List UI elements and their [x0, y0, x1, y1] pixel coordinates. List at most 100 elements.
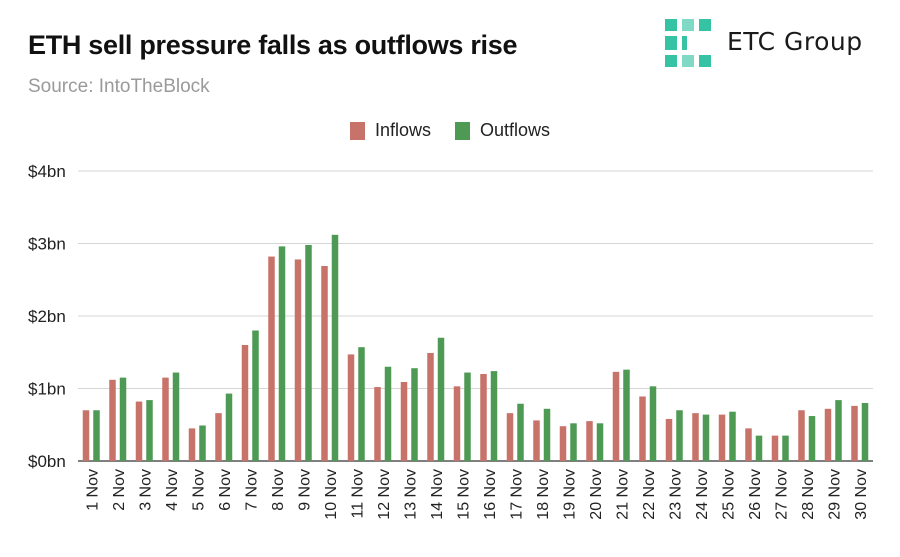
bar-outflows	[278, 246, 286, 461]
bar-inflows	[135, 401, 143, 461]
bar-outflows	[702, 414, 710, 461]
bar-inflows	[533, 420, 540, 461]
x-tick-label: 11 Nov	[349, 469, 366, 519]
x-tick-label: 7 Nov	[243, 469, 260, 511]
bar-outflows	[861, 403, 869, 461]
x-tick-label: 16 Nov	[482, 469, 499, 520]
x-tick-label: 1 Nov	[84, 469, 101, 511]
bar-inflows	[798, 410, 805, 461]
x-tick-label: 8 Nov	[270, 469, 287, 511]
x-tick-label: 3 Nov	[137, 469, 154, 511]
bar-inflows	[215, 413, 222, 461]
bar-inflows	[268, 256, 275, 461]
bar-inflows	[745, 428, 752, 461]
x-tick-label: 29 Nov	[826, 469, 843, 520]
x-tick-label: 18 Nov	[535, 469, 552, 520]
bar-outflows	[464, 372, 471, 461]
legend-label-inflows: Inflows	[374, 120, 431, 140]
legend-swatch-inflows	[349, 121, 365, 140]
bar-outflows	[808, 416, 816, 461]
x-tick-label: 28 Nov	[800, 469, 817, 520]
bar-inflows	[400, 381, 408, 461]
bar-outflows	[172, 372, 180, 461]
bar-outflows	[146, 400, 153, 461]
x-tick-label: 13 Nov	[402, 469, 419, 520]
bar-inflows	[692, 413, 699, 461]
y-tick-label: $3bn	[28, 235, 66, 254]
y-tick-label: $4bn	[28, 162, 66, 181]
bar-outflows	[384, 366, 392, 461]
x-tick-label: 23 Nov	[667, 469, 684, 520]
x-tick-label: 14 Nov	[429, 469, 446, 520]
bar-inflows	[639, 396, 646, 461]
bar-outflows	[331, 234, 339, 461]
etc-group-logo-icon	[665, 19, 711, 67]
legend-item-inflows: Inflows	[349, 120, 431, 141]
bar-outflows	[119, 377, 127, 461]
bar-inflows	[241, 345, 249, 461]
bar-inflows	[427, 352, 434, 461]
bar-outflows	[517, 403, 524, 461]
legend-swatch-outflows	[455, 121, 470, 140]
bar-outflows	[93, 410, 100, 461]
x-tick-label: 22 Nov	[641, 469, 658, 520]
bar-inflows	[374, 387, 381, 461]
chart-legend: Inflows Outflows	[0, 120, 900, 141]
bar-inflows	[294, 259, 302, 461]
x-tick-label: 12 Nov	[376, 469, 393, 520]
bar-inflows	[586, 421, 593, 461]
bar-outflows	[543, 408, 551, 461]
x-tick-label: 25 Nov	[720, 469, 737, 520]
bar-outflows	[782, 435, 789, 461]
bar-inflows	[612, 371, 620, 461]
bar-outflows	[437, 337, 445, 461]
bar-outflows	[570, 423, 577, 461]
x-tick-label: 17 Nov	[508, 469, 525, 520]
bar-inflows	[188, 428, 196, 461]
bar-outflows	[623, 369, 630, 461]
x-tick-label: 9 Nov	[296, 469, 313, 511]
chart-source: Source: IntoTheBlock	[28, 76, 210, 97]
x-tick-label: 5 Nov	[190, 469, 207, 511]
bar-outflows	[729, 411, 736, 461]
bar-inflows	[824, 408, 832, 461]
x-tick-label: 27 Nov	[773, 469, 790, 520]
y-tick-label: $1bn	[28, 380, 66, 399]
bar-outflows	[305, 244, 312, 461]
bar-inflows	[665, 418, 673, 461]
y-tick-label: $2bn	[28, 307, 66, 326]
bar-outflows	[199, 425, 206, 461]
bar-inflows	[82, 410, 90, 461]
etc-group-logo-text: ETC Group	[727, 27, 863, 56]
x-tick-label: 6 Nov	[217, 469, 234, 511]
x-tick-label: 15 Nov	[455, 469, 472, 520]
bar-outflows	[358, 347, 365, 461]
bar-inflows	[771, 435, 779, 461]
bar-outflows	[252, 330, 259, 461]
bar-outflows	[649, 386, 657, 461]
bar-outflows	[411, 368, 418, 461]
x-tick-label: 26 Nov	[747, 469, 764, 520]
bar-outflows	[835, 400, 842, 461]
y-tick-label: $0bn	[28, 452, 66, 471]
legend-label-outflows: Outflows	[480, 120, 551, 140]
etc-group-logo: ETC Group	[663, 17, 900, 69]
legend-item-outflows: Outflows	[455, 120, 550, 141]
bar-inflows	[506, 413, 514, 461]
bar-outflows	[596, 423, 604, 461]
x-tick-label: 30 Nov	[853, 469, 870, 520]
x-tick-label: 4 Nov	[164, 469, 181, 511]
x-tick-label: 2 Nov	[111, 469, 128, 511]
bar-outflows	[755, 435, 763, 461]
chart-title: ETH sell pressure falls as outflows rise	[28, 30, 518, 60]
x-tick-label: 10 Nov	[323, 469, 340, 520]
bar-inflows	[109, 379, 116, 461]
bar-inflows	[480, 374, 487, 461]
bar-inflows	[347, 354, 355, 461]
bar-inflows	[851, 405, 858, 461]
bar-inflows	[718, 414, 726, 461]
bar-inflows	[321, 265, 328, 461]
bar-inflows	[453, 386, 461, 461]
x-tick-label: 21 Nov	[614, 469, 631, 520]
